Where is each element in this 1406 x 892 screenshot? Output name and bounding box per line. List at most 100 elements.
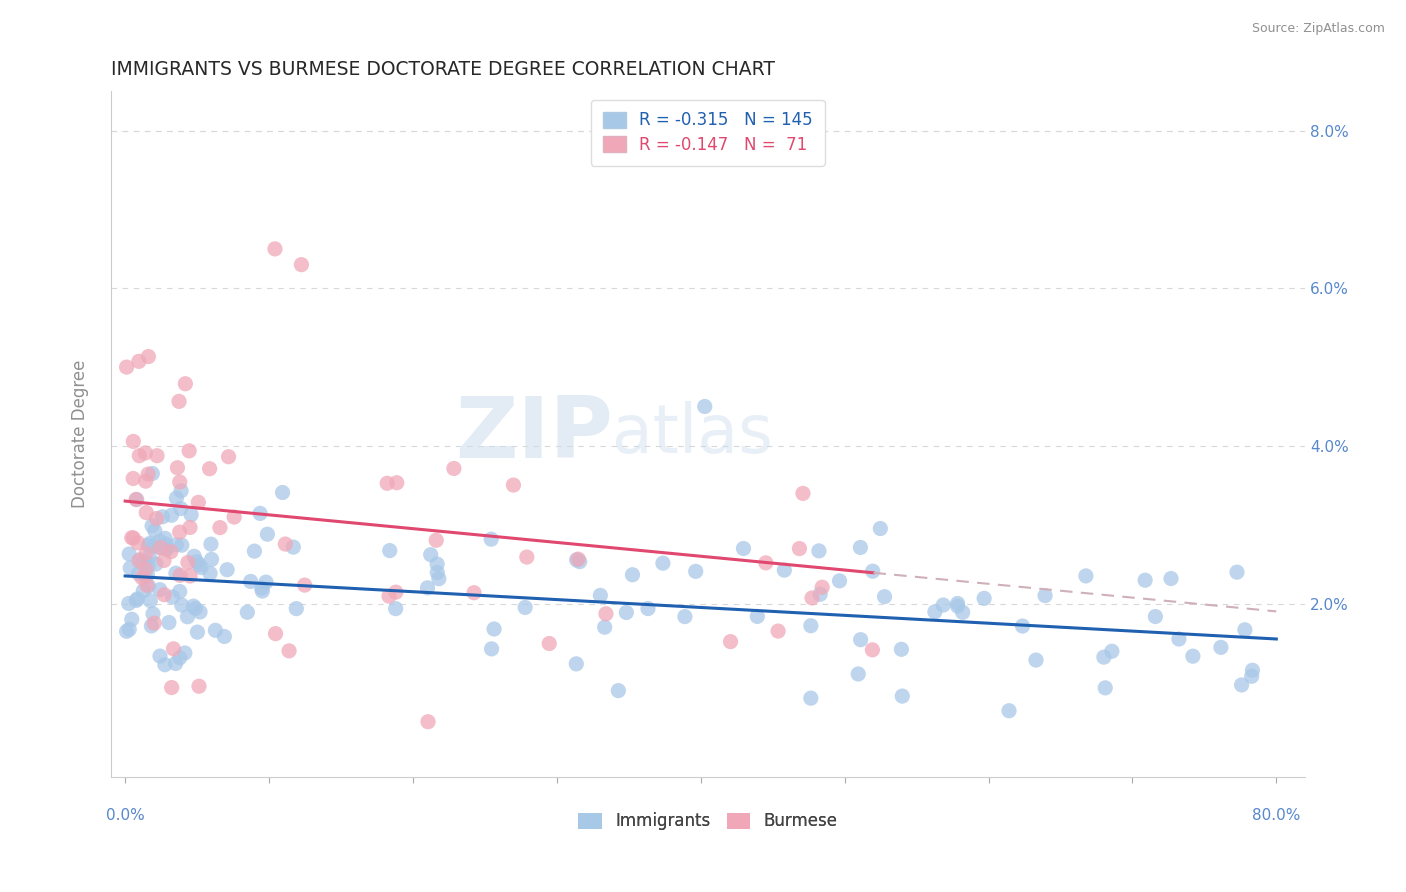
Point xyxy=(160,508,183,523)
Point xyxy=(162,641,184,656)
Point xyxy=(153,532,176,546)
Point xyxy=(167,394,190,409)
Point xyxy=(170,598,193,612)
Point xyxy=(186,625,208,640)
Point xyxy=(637,601,659,615)
Point xyxy=(565,657,588,671)
Point xyxy=(155,537,177,551)
Point xyxy=(179,569,201,583)
Point xyxy=(138,579,160,593)
Point xyxy=(567,552,589,566)
Point xyxy=(1144,609,1167,624)
Point xyxy=(180,508,202,522)
Point xyxy=(278,644,301,658)
Point xyxy=(224,510,246,524)
Point xyxy=(118,597,141,611)
Point xyxy=(924,605,946,619)
Point xyxy=(239,574,262,589)
Point xyxy=(198,461,221,475)
Point xyxy=(121,612,143,626)
Point xyxy=(1033,589,1056,603)
Point xyxy=(200,552,222,566)
Point xyxy=(290,258,312,272)
Point xyxy=(747,609,769,624)
Point xyxy=(145,557,167,571)
Point xyxy=(135,506,157,520)
Point xyxy=(254,575,277,590)
Point xyxy=(426,566,449,580)
Point xyxy=(249,507,271,521)
Point xyxy=(170,483,193,498)
Point xyxy=(274,537,297,551)
Point xyxy=(132,583,155,598)
Point xyxy=(217,563,239,577)
Point xyxy=(153,657,176,672)
Point xyxy=(481,641,503,656)
Point xyxy=(264,626,287,640)
Point xyxy=(720,634,742,648)
Point xyxy=(849,632,872,647)
Point xyxy=(135,474,157,488)
Point xyxy=(149,582,172,597)
Point xyxy=(593,620,616,634)
Point xyxy=(693,400,716,414)
Point xyxy=(1074,569,1097,583)
Point xyxy=(800,618,823,632)
Point xyxy=(135,546,157,560)
Point xyxy=(115,360,138,375)
Point xyxy=(236,605,259,619)
Point xyxy=(568,555,591,569)
Point xyxy=(149,541,172,555)
Point xyxy=(141,619,163,633)
Point xyxy=(121,531,143,545)
Point xyxy=(156,541,179,556)
Point xyxy=(176,609,198,624)
Point xyxy=(204,624,226,638)
Point xyxy=(127,566,149,581)
Point xyxy=(165,657,187,671)
Point xyxy=(218,450,240,464)
Point xyxy=(136,467,159,482)
Point xyxy=(1240,669,1263,683)
Point xyxy=(1233,623,1256,637)
Point xyxy=(294,578,316,592)
Point xyxy=(538,636,561,650)
Point xyxy=(122,434,145,449)
Point xyxy=(651,556,673,570)
Point xyxy=(890,642,912,657)
Point xyxy=(165,566,187,581)
Point xyxy=(1209,640,1232,655)
Point xyxy=(860,643,883,657)
Point xyxy=(482,622,505,636)
Point xyxy=(375,476,398,491)
Point xyxy=(1241,663,1264,677)
Point xyxy=(115,624,138,639)
Point xyxy=(1230,678,1253,692)
Point xyxy=(136,567,159,582)
Point xyxy=(160,681,183,695)
Point xyxy=(188,679,211,693)
Point xyxy=(146,449,169,463)
Point xyxy=(811,580,834,594)
Point xyxy=(131,556,153,570)
Point xyxy=(502,478,524,492)
Point xyxy=(443,461,465,475)
Point xyxy=(243,544,266,558)
Point xyxy=(166,460,188,475)
Point xyxy=(149,541,172,555)
Point xyxy=(162,590,184,604)
Point xyxy=(384,601,406,615)
Point xyxy=(187,495,209,509)
Point xyxy=(139,593,162,607)
Point xyxy=(479,532,502,546)
Point xyxy=(846,667,869,681)
Point xyxy=(766,624,789,638)
Point xyxy=(131,571,153,585)
Point xyxy=(145,511,167,525)
Point xyxy=(179,443,201,458)
Point xyxy=(118,547,141,561)
Point xyxy=(125,492,148,507)
Point xyxy=(973,591,995,606)
Point xyxy=(139,536,162,550)
Point xyxy=(141,467,163,481)
